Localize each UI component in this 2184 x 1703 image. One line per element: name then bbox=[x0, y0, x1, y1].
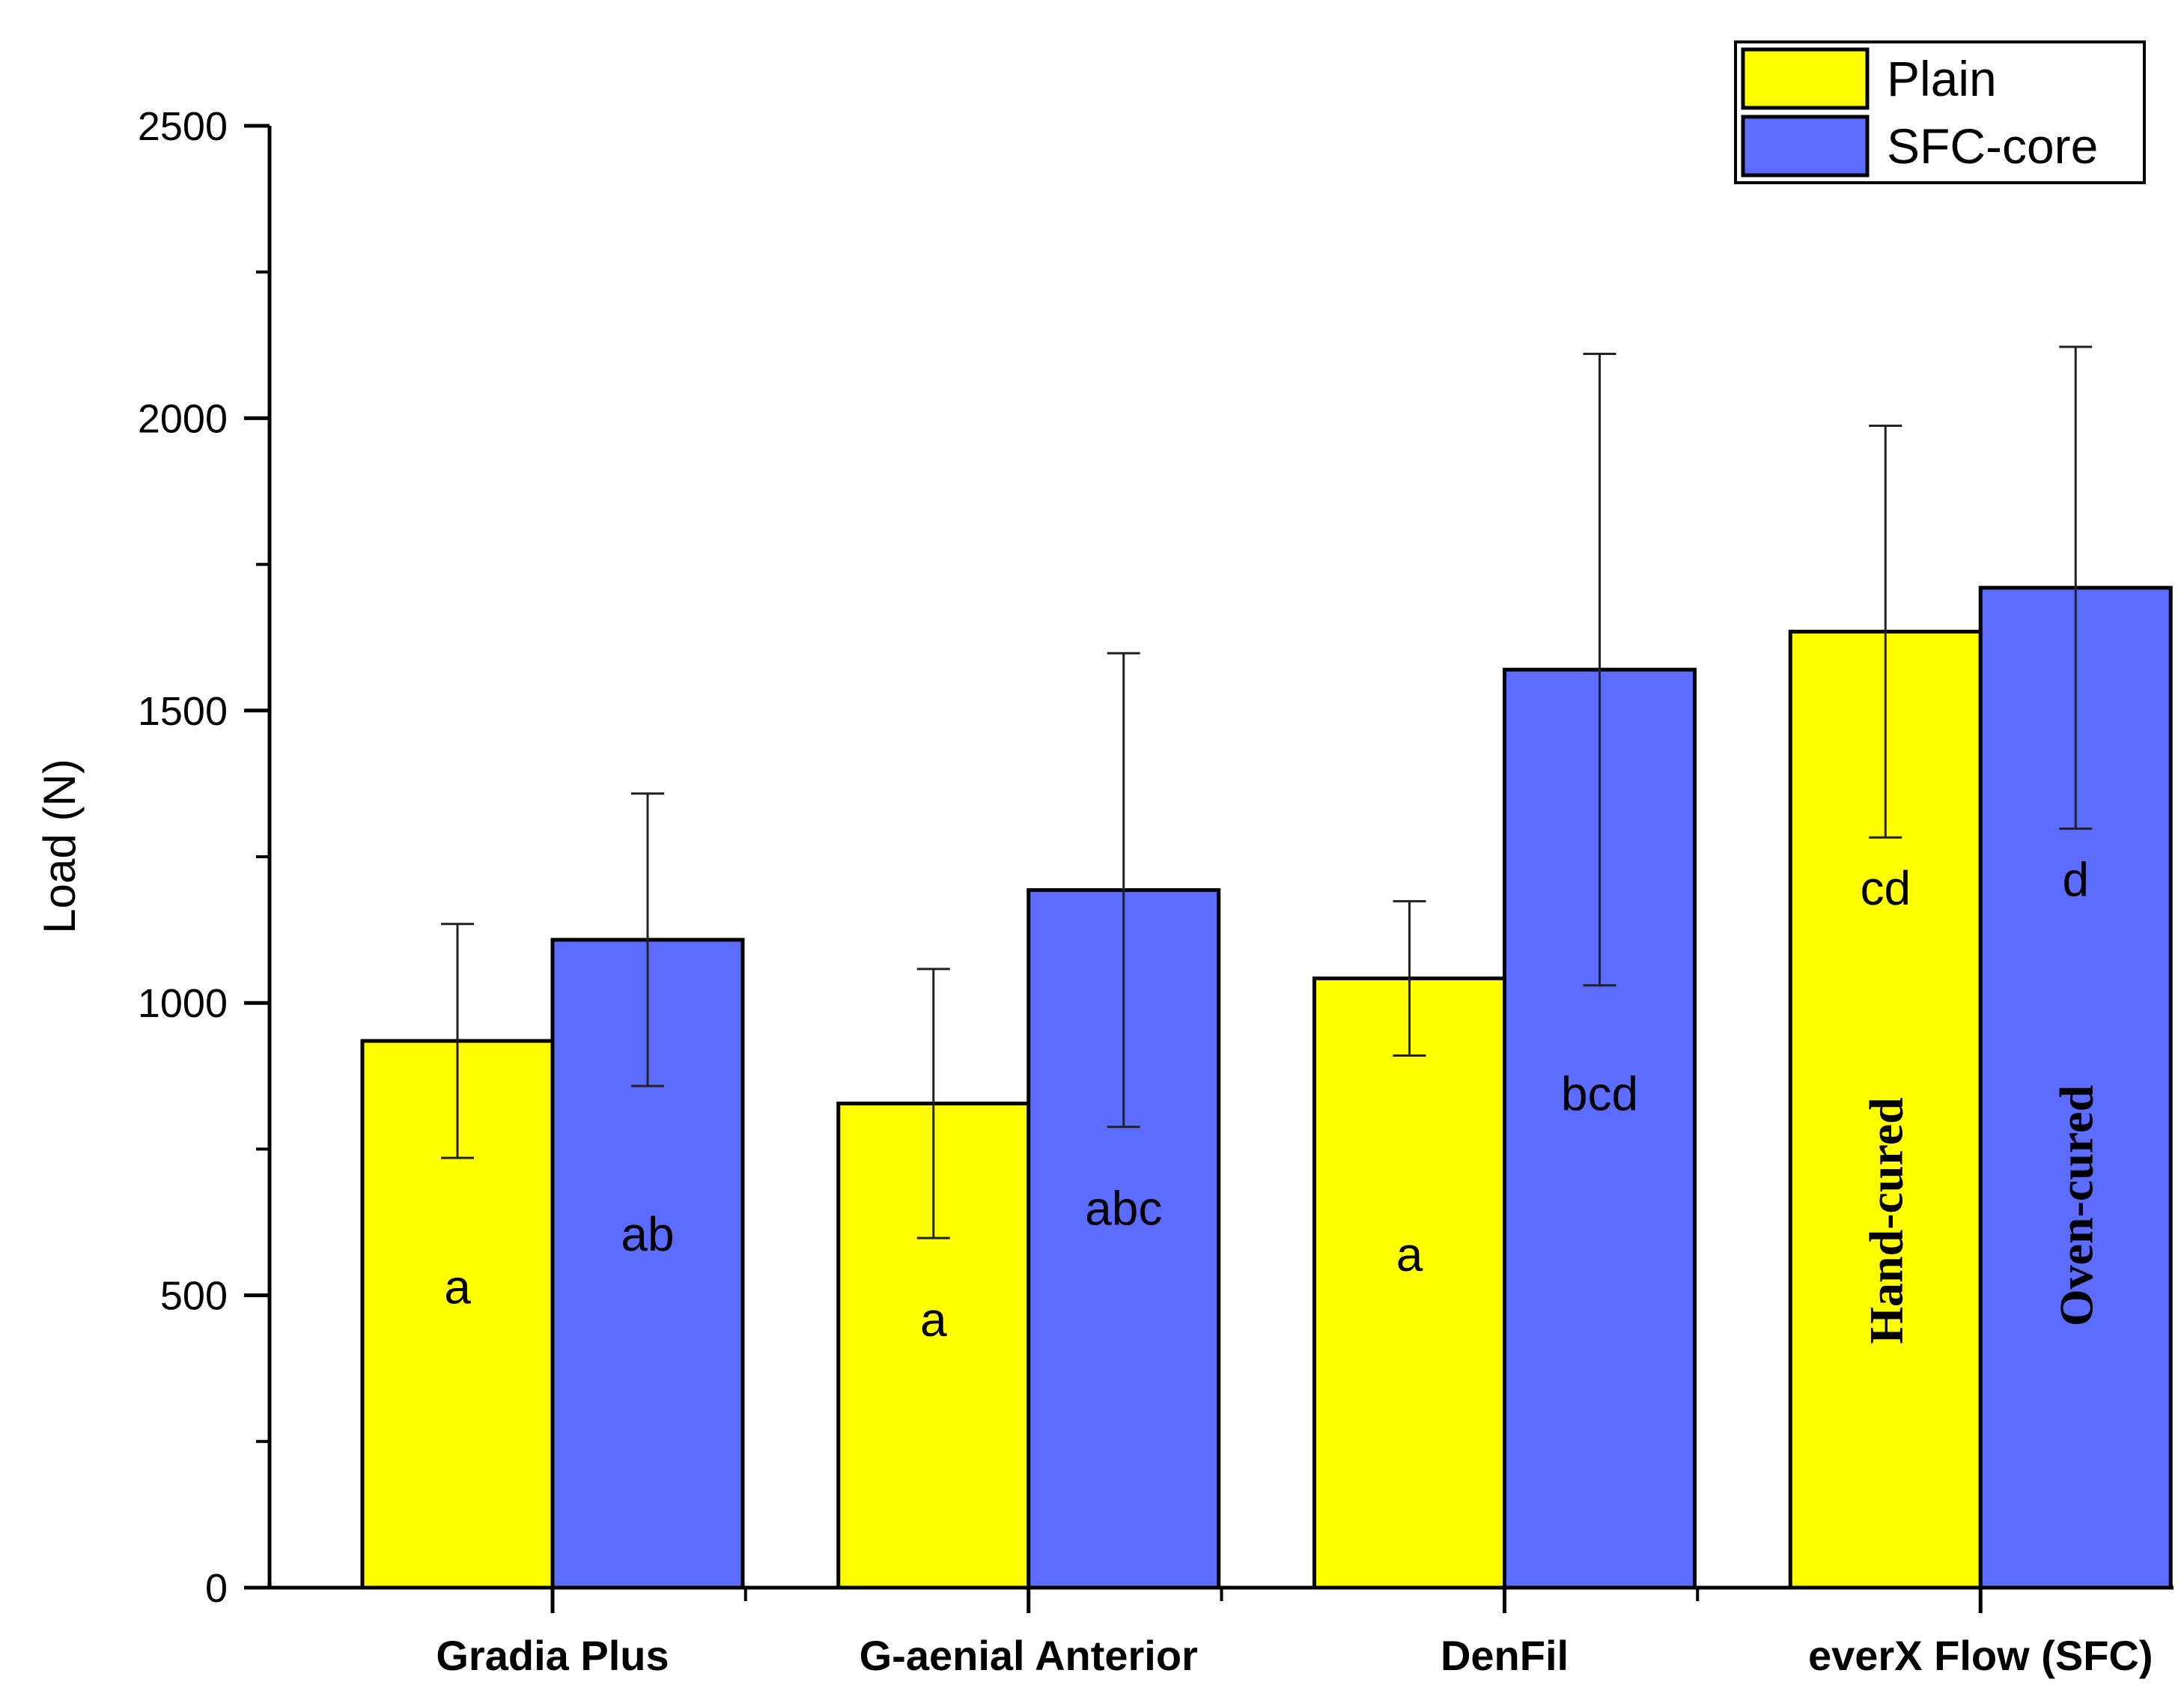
y-tick-label-0: 0 bbox=[205, 1566, 228, 1611]
x-category-label-denfil: DenFil bbox=[1441, 1632, 1569, 1679]
sig-label-g-aenial-anterior-plain: a bbox=[920, 1293, 947, 1347]
y-tick-label-500: 500 bbox=[160, 1274, 228, 1319]
sig-label-gradia-plus-sfc-core: ab bbox=[621, 1207, 674, 1261]
bars-layer bbox=[360, 586, 2173, 1590]
legend-label-plain: Plain bbox=[1887, 51, 1997, 106]
legend-label-sfc-core: SFC-core bbox=[1887, 118, 2098, 174]
sig-label-everx-flow-sfc-sfc-core: d bbox=[2062, 853, 2089, 907]
y-tick-label-2000: 2000 bbox=[138, 396, 228, 441]
x-category-label-everx-flow-sfc: everX Flow (SFC) bbox=[1808, 1632, 2153, 1679]
error-bar-gradia-plus-sfc-core bbox=[631, 792, 664, 1087]
sig-label-denfil-plain: a bbox=[1396, 1227, 1423, 1281]
sig-label-gradia-plus-plain: a bbox=[444, 1260, 471, 1314]
error-bar-g-aenial-anterior-plain bbox=[916, 968, 950, 1239]
bar-denfil-plain bbox=[1312, 976, 1506, 1590]
legend-swatch-plain bbox=[1741, 47, 1870, 110]
axes-layer: 0 500 1000 1500 2000 2500 Gradia Plus G-aenial … bbox=[138, 104, 2174, 1679]
y-tick-label-1500: 1500 bbox=[138, 689, 228, 734]
y-tick-label-1000: 1000 bbox=[138, 981, 228, 1026]
x-category-label-gradia-plus: Gradia Plus bbox=[436, 1632, 669, 1679]
y-tick-label-2500: 2500 bbox=[138, 104, 228, 149]
sig-label-g-aenial-anterior-sfc-core: abc bbox=[1085, 1182, 1162, 1236]
y-axis-title: Load (N) bbox=[34, 759, 85, 933]
error-bars-layer bbox=[441, 345, 2093, 1239]
error-bar-everx-flow-sfc-plain bbox=[1869, 425, 1902, 839]
annotation-hand-cured: Hand-cured bbox=[1859, 1097, 1912, 1344]
error-bar-denfil-sfc-core bbox=[1583, 353, 1616, 987]
legend: Plain SFC-core bbox=[1734, 40, 2146, 184]
annotation-oven-cured: Oven-cured bbox=[2049, 1085, 2102, 1326]
sig-label-denfil-sfc-core: bcd bbox=[1561, 1067, 1638, 1121]
bar-labels-layer: a ab a abc a bcd cd d Hand-cured Oven-cured bbox=[444, 853, 2102, 1347]
error-bar-everx-flow-sfc-sfc-core bbox=[2059, 345, 2093, 831]
error-bar-gradia-plus-plain bbox=[441, 923, 474, 1159]
error-bar-g-aenial-anterior-sfc-core bbox=[1107, 652, 1140, 1129]
error-bar-denfil-plain bbox=[1393, 899, 1426, 1057]
x-category-label-g-aenial-anterior: G-aenial Anterior bbox=[860, 1632, 1198, 1679]
legend-swatch-sfc-core bbox=[1741, 115, 1870, 177]
sig-label-everx-flow-sfc-plain: cd bbox=[1860, 861, 1911, 915]
